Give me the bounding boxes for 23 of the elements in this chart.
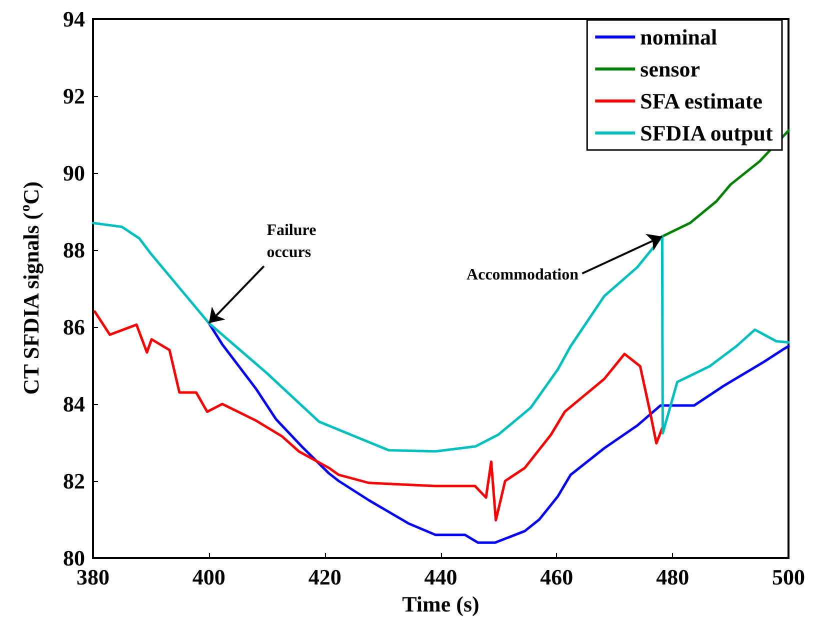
x-tick-label: 500 xyxy=(772,564,805,590)
x-tick-label: 400 xyxy=(192,564,226,590)
legend-label: SFA estimate xyxy=(640,88,763,114)
y-axis-title: CT SFDIA signals (oC) xyxy=(18,181,44,395)
x-tick-label: 440 xyxy=(424,564,458,590)
y-tick-label: 90 xyxy=(63,160,85,186)
x-tick-label: 480 xyxy=(656,564,690,590)
y-tick-label: 86 xyxy=(63,314,85,340)
line-series xyxy=(92,222,790,453)
legend-label: nominal xyxy=(640,24,718,50)
line-series xyxy=(93,310,664,522)
y-tick-label: 88 xyxy=(63,238,85,262)
x-axis-title: Time (s) xyxy=(402,591,480,616)
y-tick-label: 82 xyxy=(63,468,85,494)
x-tick-label: 420 xyxy=(308,564,342,590)
y-tick-label: 84 xyxy=(63,392,85,416)
x-tick-label: 460 xyxy=(540,564,574,590)
y-tick-label: 94 xyxy=(63,6,85,32)
y-tick-label: 92 xyxy=(63,84,85,108)
legend-label: SFDIA output xyxy=(640,120,774,146)
legend-label: sensor xyxy=(640,56,700,82)
annotation: Failure occurs xyxy=(266,222,316,261)
annotation: Accommodation xyxy=(466,266,579,284)
